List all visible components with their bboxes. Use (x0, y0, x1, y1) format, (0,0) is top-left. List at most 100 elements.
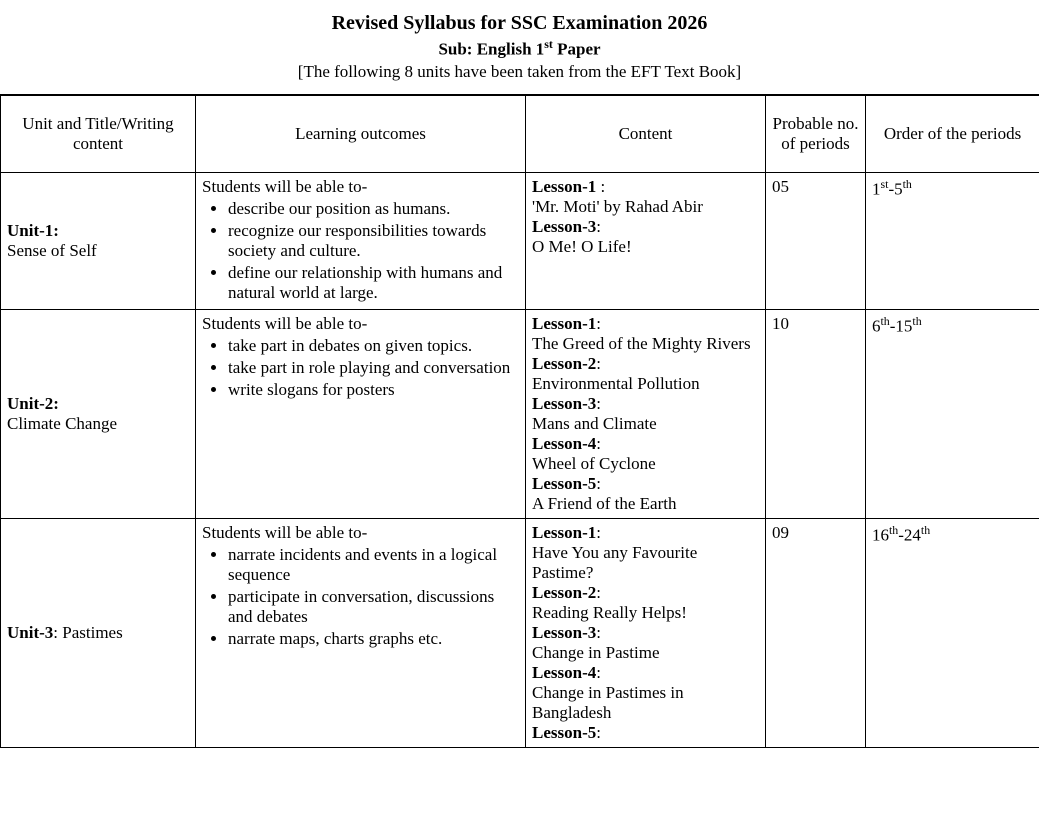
lesson-suffix: : (596, 623, 601, 642)
outcome-item: take part in debates on given topics. (228, 336, 519, 356)
lesson-label: Lesson-1 (532, 523, 596, 542)
lesson-text: Have You any Favourite Pastime? (532, 543, 759, 583)
lesson-label: Lesson-5 (532, 723, 596, 742)
lesson-text: Change in Pastime (532, 643, 759, 663)
order-end: 15 (895, 316, 912, 335)
order-start: 16 (872, 525, 889, 544)
outcome-item: write slogans for posters (228, 380, 519, 400)
lesson-suffix: : (596, 523, 601, 542)
lesson-label: Lesson-4 (532, 434, 596, 453)
lesson-text: Environmental Pollution (532, 374, 759, 394)
lesson-suffix: : (596, 663, 601, 682)
order-start-sup: th (881, 314, 890, 328)
lesson-suffix: : (596, 217, 601, 236)
lesson-label: Lesson-3 (532, 217, 596, 236)
lesson-text: Reading Really Helps! (532, 603, 759, 623)
subtitle-suffix: Paper (553, 40, 601, 59)
lesson-suffix: : (596, 354, 601, 373)
lesson-label: Lesson-2 (532, 354, 596, 373)
lesson-suffix: : (596, 474, 601, 493)
order-end-sup: th (903, 177, 912, 191)
order-end-sup: th (921, 523, 930, 537)
content-cell: Lesson-1:The Greed of the Mighty RiversL… (526, 309, 766, 518)
unit-cell: Unit-2:Climate Change (1, 309, 196, 518)
lesson-suffix: : (596, 314, 601, 333)
lesson-suffix: : (596, 177, 605, 196)
lesson-text: Change in Pastimes in Bangladesh (532, 683, 759, 723)
outcomes-list: take part in debates on given topics.tak… (202, 336, 519, 400)
outcomes-lead: Students will be able to- (202, 177, 367, 196)
unit-title: : Pastimes (53, 623, 122, 642)
lesson-text: O Me! O Life! (532, 237, 759, 257)
col-learning-outcomes: Learning outcomes (196, 95, 526, 173)
lesson-text: The Greed of the Mighty Rivers (532, 334, 759, 354)
content-cell: Lesson-1:Have You any Favourite Pastime?… (526, 518, 766, 747)
lesson-text: A Friend of the Earth (532, 494, 759, 514)
lesson-suffix: : (596, 583, 601, 602)
outcomes-cell: Students will be able to-narrate inciden… (196, 518, 526, 747)
subtitle-prefix: Sub: English 1 (438, 40, 544, 59)
col-periods: Probable no. of periods (766, 95, 866, 173)
outcomes-list: describe our position as humans.recogniz… (202, 199, 519, 303)
content-cell: Lesson-1 :'Mr. Moti' by Rahad AbirLesson… (526, 172, 766, 309)
lesson-label: Lesson-1 (532, 314, 596, 333)
outcome-item: recognize our responsibilities towards s… (228, 221, 519, 261)
order-start: 6 (872, 316, 881, 335)
periods-cell: 09 (766, 518, 866, 747)
order-end: 5 (894, 179, 903, 198)
page-note: [The following 8 units have been taken f… (0, 62, 1039, 82)
order-cell: 1st-5th (866, 172, 1039, 309)
subtitle-sup: st (544, 37, 553, 51)
lesson-suffix: : (596, 434, 601, 453)
col-order: Order of the periods (866, 95, 1039, 173)
outcomes-cell: Students will be able to-describe our po… (196, 172, 526, 309)
table-row: Unit-1:Sense of SelfStudents will be abl… (1, 172, 1039, 309)
lesson-suffix: : (596, 723, 601, 742)
outcome-item: take part in role playing and conversati… (228, 358, 519, 378)
outcomes-cell: Students will be able to-take part in de… (196, 309, 526, 518)
lesson-label: Lesson-1 (532, 177, 596, 196)
order-cell: 6th-15th (866, 309, 1039, 518)
lesson-label: Lesson-2 (532, 583, 596, 602)
outcomes-list: narrate incidents and events in a logica… (202, 545, 519, 649)
page-title: Revised Syllabus for SSC Examination 202… (0, 12, 1039, 35)
syllabus-table: Unit and Title/Writing content Learning … (0, 94, 1039, 748)
lesson-label: Lesson-4 (532, 663, 596, 682)
col-content: Content (526, 95, 766, 173)
page-subtitle: Sub: English 1st Paper (0, 37, 1039, 60)
outcome-item: participate in conversation, discussions… (228, 587, 519, 627)
outcomes-lead: Students will be able to- (202, 314, 367, 333)
order-start-sup: th (889, 523, 898, 537)
order-cell: 16th-24th (866, 518, 1039, 747)
order-end-sup: th (912, 314, 921, 328)
order-start-sup: st (881, 177, 889, 191)
order-start: 1 (872, 179, 881, 198)
outcome-item: define our relationship with humans and … (228, 263, 519, 303)
unit-label: Unit-1: (7, 221, 59, 240)
col-unit-title: Unit and Title/Writing content (1, 95, 196, 173)
table-header-row: Unit and Title/Writing content Learning … (1, 95, 1039, 173)
outcome-item: describe our position as humans. (228, 199, 519, 219)
lesson-label: Lesson-3 (532, 394, 596, 413)
lesson-label: Lesson-5 (532, 474, 596, 493)
lesson-label: Lesson-3 (532, 623, 596, 642)
unit-cell: Unit-3: Pastimes (1, 518, 196, 747)
lesson-suffix: : (596, 394, 601, 413)
lesson-text: 'Mr. Moti' by Rahad Abir (532, 197, 759, 217)
periods-cell: 10 (766, 309, 866, 518)
outcome-item: narrate incidents and events in a logica… (228, 545, 519, 585)
unit-cell: Unit-1:Sense of Self (1, 172, 196, 309)
order-end: 24 (904, 525, 921, 544)
unit-title: Climate Change (7, 414, 117, 433)
unit-label: Unit-3 (7, 623, 53, 642)
unit-label: Unit-2: (7, 394, 59, 413)
lesson-text: Wheel of Cyclone (532, 454, 759, 474)
lesson-text: Mans and Climate (532, 414, 759, 434)
table-row: Unit-2:Climate ChangeStudents will be ab… (1, 309, 1039, 518)
periods-cell: 05 (766, 172, 866, 309)
unit-title: Sense of Self (7, 241, 97, 260)
table-row: Unit-3: PastimesStudents will be able to… (1, 518, 1039, 747)
outcomes-lead: Students will be able to- (202, 523, 367, 542)
outcome-item: narrate maps, charts graphs etc. (228, 629, 519, 649)
syllabus-page: Revised Syllabus for SSC Examination 202… (0, 0, 1039, 748)
